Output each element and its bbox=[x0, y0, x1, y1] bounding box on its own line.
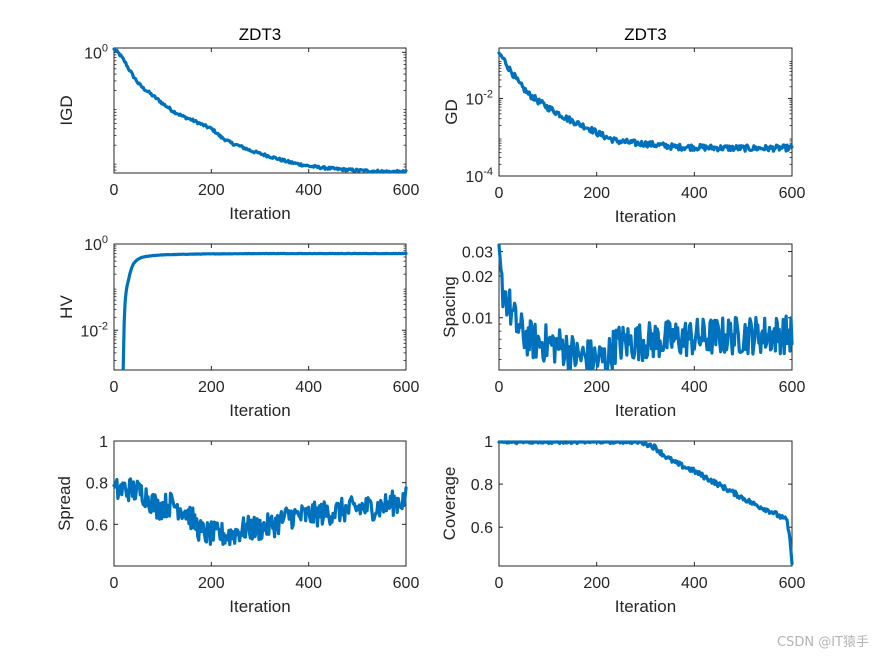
x-tick-label: 600 bbox=[393, 575, 420, 592]
x-tick-label: 0 bbox=[110, 182, 119, 199]
series-line-spacing bbox=[497, 243, 794, 371]
x-axis-label: Iteration bbox=[615, 401, 676, 420]
y-tick-label: 1 bbox=[484, 434, 493, 451]
chart-title: ZDT3 bbox=[624, 25, 667, 44]
y-tick-label: 10-4 bbox=[465, 166, 493, 186]
y-tick-label: 0.03 bbox=[462, 245, 493, 262]
x-tick-label: 0 bbox=[110, 575, 119, 592]
y-tick-label: 10-2 bbox=[80, 320, 108, 340]
x-tick-label: 400 bbox=[295, 379, 322, 396]
y-tick-label: 0.6 bbox=[471, 520, 493, 537]
series-line-igd bbox=[112, 47, 408, 174]
y-axis-label: GD bbox=[442, 99, 461, 125]
series-line-coverage bbox=[497, 440, 794, 566]
chart-title: ZDT3 bbox=[239, 25, 282, 44]
x-axis-label: Iteration bbox=[229, 204, 290, 223]
x-tick-label: 0 bbox=[495, 575, 504, 592]
y-tick-label: 0.8 bbox=[471, 477, 493, 494]
y-axis-label: Spacing bbox=[440, 276, 459, 337]
x-tick-label: 0 bbox=[495, 379, 504, 396]
y-axis-label: IGD bbox=[57, 95, 76, 125]
axes-hv: 0 200 400 600 100 10-2 Iteration HV bbox=[57, 234, 419, 420]
series-line-gd bbox=[497, 51, 794, 153]
axes-spread: 0 200 400 600 1 0.8 0.6 Iteration Spread bbox=[55, 434, 419, 616]
watermark: CSDN @IT猿手 bbox=[777, 635, 869, 650]
axes-spacing: 0 200 400 600 0.03 0.02 0.01 Iteration Spacing bbox=[440, 243, 806, 420]
x-tick-label: 200 bbox=[583, 185, 610, 202]
x-tick-label: 600 bbox=[779, 185, 806, 202]
x-tick-label: 600 bbox=[779, 379, 806, 396]
axes-frame bbox=[113, 243, 407, 371]
x-tick-label: 400 bbox=[681, 185, 708, 202]
axes-frame bbox=[498, 440, 793, 567]
y-axis-label: Spread bbox=[55, 476, 74, 531]
axes-igd: 0 200 400 600 100 ZDT3 Iteration IGD bbox=[57, 25, 419, 223]
y-tick-label: 0.01 bbox=[462, 311, 493, 328]
y-tick-label: 100 bbox=[84, 234, 108, 254]
x-tick-label: 0 bbox=[110, 379, 119, 396]
x-tick-label: 400 bbox=[295, 182, 322, 199]
axes-coverage: 0 200 400 600 1 0.8 0.6 Iteration Coverage bbox=[440, 434, 805, 616]
x-tick-label: 400 bbox=[295, 575, 322, 592]
y-tick-label: 0.8 bbox=[86, 476, 108, 493]
x-tick-label: 200 bbox=[583, 575, 610, 592]
series-line-hv bbox=[121, 251, 408, 371]
series-line-spread bbox=[112, 477, 408, 547]
x-tick-label: 0 bbox=[495, 185, 504, 202]
x-tick-label: 400 bbox=[681, 575, 708, 592]
axes-gd: 0 200 400 600 10-2 10-4 ZDT3 Iteration GD bbox=[442, 25, 805, 226]
x-tick-label: 200 bbox=[198, 182, 225, 199]
x-axis-label: Iteration bbox=[229, 401, 290, 420]
x-tick-label: 600 bbox=[393, 182, 420, 199]
x-tick-label: 400 bbox=[681, 379, 708, 396]
x-axis-label: Iteration bbox=[229, 597, 290, 616]
y-axis-label: Coverage bbox=[440, 467, 459, 541]
x-axis-label: Iteration bbox=[615, 597, 676, 616]
y-tick-label: 100 bbox=[84, 42, 108, 62]
axes-frame bbox=[498, 47, 793, 177]
y-tick-label: 0.02 bbox=[462, 269, 493, 286]
x-tick-label: 200 bbox=[198, 379, 225, 396]
x-tick-label: 200 bbox=[583, 379, 610, 396]
y-tick-label: 10-2 bbox=[465, 88, 493, 108]
y-axis-label: HV bbox=[57, 295, 76, 319]
y-tick-label: 0.6 bbox=[86, 517, 108, 534]
x-axis-label: Iteration bbox=[615, 207, 676, 226]
x-tick-label: 200 bbox=[198, 575, 225, 592]
y-tick-label: 1 bbox=[99, 434, 108, 451]
x-tick-label: 600 bbox=[393, 379, 420, 396]
x-tick-label: 600 bbox=[779, 575, 806, 592]
